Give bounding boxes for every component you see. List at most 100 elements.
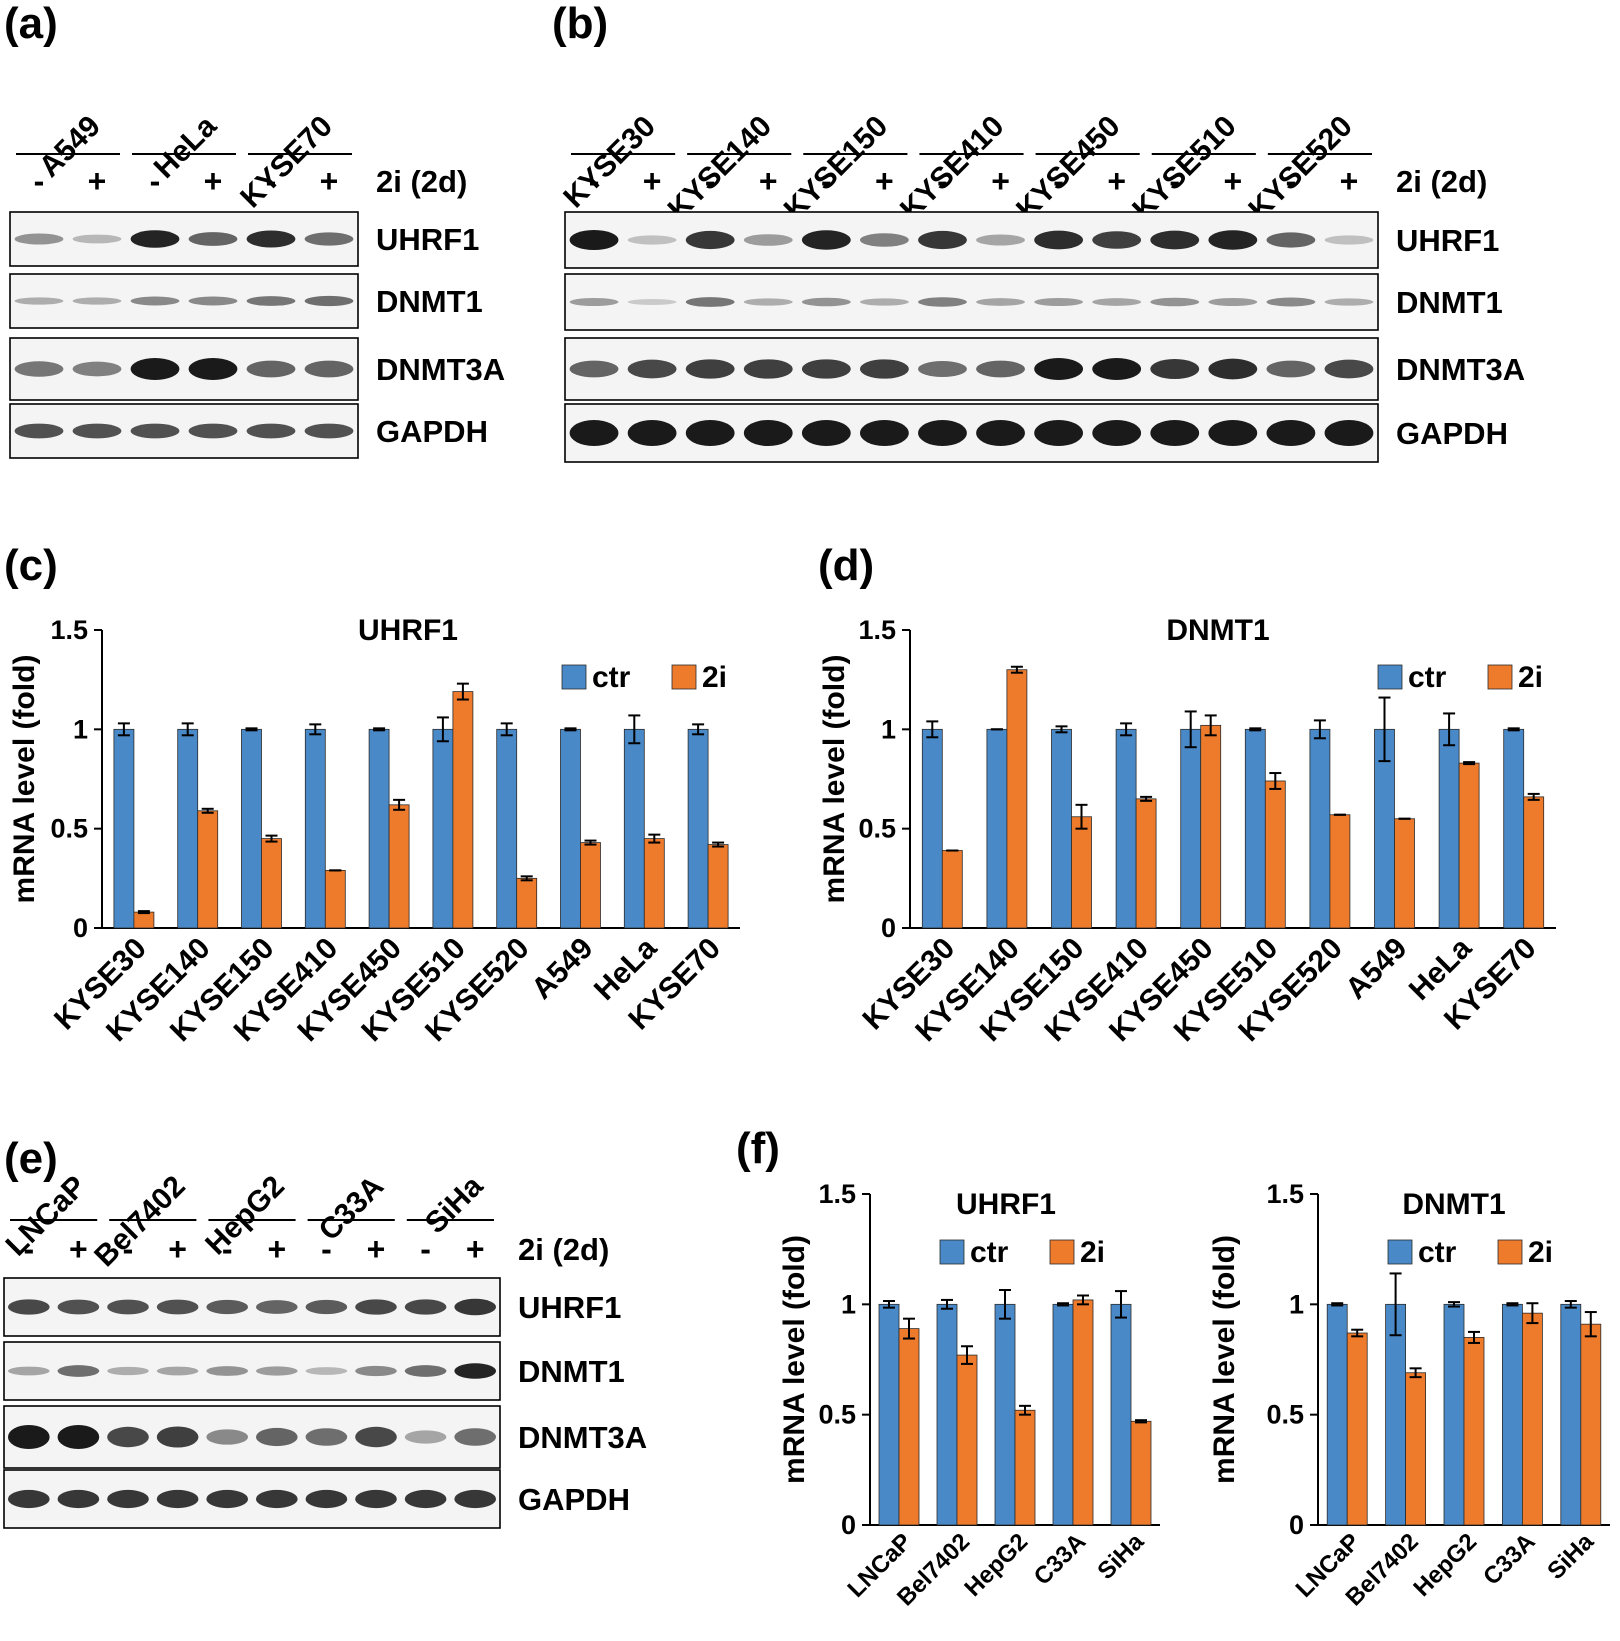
protein-band [454,1363,497,1379]
bar-2i [388,804,410,929]
plus-sign: + [88,163,107,199]
band-label: DNMT3A [1396,352,1525,387]
protein-band [404,1489,447,1509]
bar-ctr [1502,1303,1523,1526]
protein-band [1092,231,1142,249]
protein-band [72,297,122,305]
legend-label-2i: 2i [1080,1236,1105,1269]
bar-ctr [1052,1303,1074,1526]
protein-band [1208,420,1258,446]
protein-band [57,1489,100,1509]
protein-band [72,234,122,244]
bar-2i [1523,796,1545,929]
protein-band [7,1489,50,1509]
blot-strip [564,273,1379,331]
protein-band [860,298,909,306]
protein-band [188,423,238,439]
legend-label-ctr: ctr [1408,661,1447,694]
protein-band [107,1299,149,1315]
bar-2i [898,1328,920,1526]
legend-swatch-ctr [1377,664,1403,690]
x-tick-label: C33A [1029,1528,1091,1590]
protein-band [107,1489,149,1509]
protein-band [304,423,354,439]
protein-band [860,359,909,379]
band-label: UHRF1 [1396,223,1499,258]
legend-swatch-2i [1497,1239,1523,1265]
bar-2i [197,810,219,929]
minus-sign: - [705,163,716,199]
y-tick-label: 1.5 [1266,1179,1304,1209]
bar-ctr [1051,728,1072,929]
protein-band [1266,232,1316,248]
legend-label-2i: 2i [702,661,727,694]
protein-band [255,1300,298,1314]
bar-ctr [560,728,581,929]
protein-band [743,420,793,446]
protein-band [976,234,1025,246]
x-tick-label: SiHa [1092,1528,1149,1585]
plus-sign: + [466,1231,485,1267]
x-tick-label: SiHa [1542,1528,1599,1585]
bar-2i [1394,818,1415,929]
bar-ctr [496,728,518,929]
protein-band [107,1426,149,1448]
bar-ctr [1560,1303,1582,1526]
protein-band [255,1366,298,1376]
protein-band [454,1428,497,1446]
panel-label-b: (b) [552,0,608,48]
y-tick-label: 1 [73,714,88,744]
treatment-label: 2i (2d) [518,1232,609,1267]
band-label: DNMT1 [1396,285,1503,320]
bar-2i [1072,1299,1094,1526]
protein-band [355,1365,397,1377]
protein-band [305,1299,348,1315]
y-tick-label: 0 [1289,1510,1304,1540]
protein-band [1092,298,1142,306]
protein-band [1034,230,1083,250]
plus-sign: + [759,163,778,199]
protein-band [304,360,354,378]
protein-band [1324,359,1374,379]
protein-band [627,359,677,379]
protein-band [14,297,64,305]
band-label: GAPDH [518,1482,630,1517]
protein-band [355,1299,397,1315]
panel-label-a: (a) [4,0,58,48]
protein-band [976,298,1025,306]
y-axis-label: mRNA level (fold) [778,1235,811,1484]
bar-2i [324,869,346,929]
protein-band [404,1365,447,1377]
protein-band [976,360,1025,378]
western-blot-a: A549- + HeLa- + KYSE70- +2i (2d)UHRF1DNMT1DNM… [9,109,505,459]
bar-ctr [1438,728,1460,929]
protein-band [1150,230,1200,250]
minus-sign: - [150,163,161,199]
minus-sign: - [589,163,600,199]
protein-band [255,1489,298,1509]
y-axis-label: mRNA level (fold) [1208,1235,1241,1484]
protein-band [1092,420,1142,446]
protein-band [206,1489,249,1509]
bar-ctr [936,1303,958,1526]
protein-band [627,298,677,306]
protein-band [743,359,793,379]
bar-ctr [994,1303,1016,1526]
protein-band [255,1427,298,1447]
protein-band [57,1425,100,1449]
y-tick-label: 0 [841,1510,856,1540]
protein-band [569,230,619,250]
plus-sign: + [204,163,223,199]
treatment-label: 2i (2d) [376,164,467,199]
bar-ctr [986,728,1008,929]
legend-label-2i: 2i [1518,661,1543,694]
protein-band [1150,420,1200,446]
protein-band [1324,235,1374,245]
protein-band [801,420,851,446]
protein-band [627,235,677,245]
protein-band [569,420,619,446]
protein-band [156,1366,199,1376]
cell-line-label: SiHa [419,1169,490,1240]
